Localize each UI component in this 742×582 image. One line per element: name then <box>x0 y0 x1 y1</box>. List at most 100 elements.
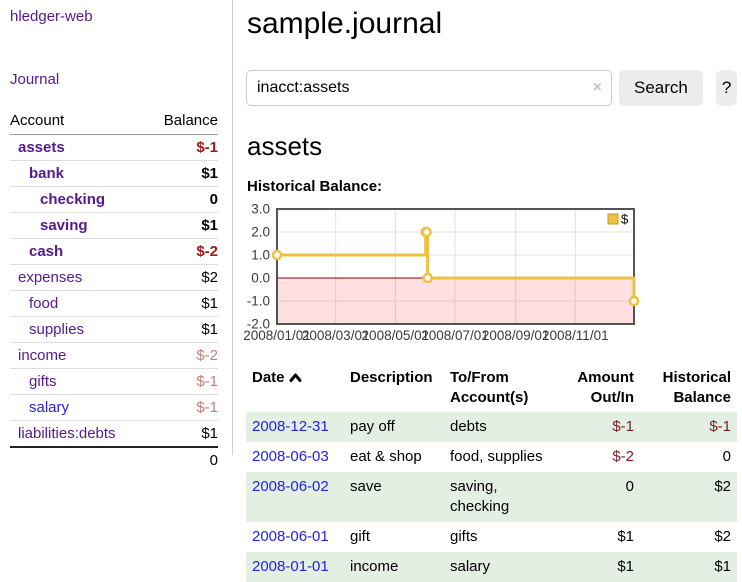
register-row: 2008-01-01 income salary $1 $1 <box>246 552 737 582</box>
search-input[interactable] <box>246 70 612 106</box>
register-date-link[interactable]: 2008-01-01 <box>252 558 329 575</box>
register-body: 2008-12-31 pay off debts $-1 $-1 2008-06… <box>246 412 737 582</box>
sidebar-account-link[interactable]: salary <box>29 399 70 416</box>
accounts-header-balance: Balance <box>163 112 218 129</box>
sidebar-account-link[interactable]: cash <box>29 243 64 260</box>
register-column-date[interactable]: Date <box>246 364 344 412</box>
svg-text:0.0: 0.0 <box>251 271 270 286</box>
svg-text:$: $ <box>621 212 629 227</box>
svg-text:3.0: 3.0 <box>251 202 270 217</box>
sidebar-account-row: expenses $2 <box>10 265 218 291</box>
register-balance: $1 <box>714 558 731 575</box>
register-amount: $1 <box>617 528 634 545</box>
sidebar-account-link[interactable]: assets <box>18 139 65 156</box>
register-description: income <box>350 558 399 575</box>
sidebar-account-row: checking 0 <box>10 187 218 213</box>
sidebar-account-link[interactable]: checking <box>40 191 106 208</box>
chevron-up-icon <box>289 373 302 382</box>
sidebar-account-link[interactable]: bank <box>29 165 65 182</box>
register-date-link[interactable]: 2008-12-31 <box>252 418 329 435</box>
accounts-total-row: 0 <box>10 448 218 473</box>
accounts-panel: Account Balance assets $-1 bank $1 check… <box>10 109 218 473</box>
register-column-accounts: To/From Account(s) <box>450 369 529 406</box>
sidebar-account-link[interactable]: supplies <box>29 321 85 338</box>
svg-text:2008/09/01: 2008/09/01 <box>482 328 550 343</box>
svg-text:2008/11/01: 2008/11/01 <box>542 328 609 343</box>
sidebar-account-row: food $1 <box>10 291 218 317</box>
register-row: 2008-06-02 save saving, checking 0 $2 <box>246 472 737 522</box>
page-title: sample.journal <box>247 7 443 40</box>
historical-balance-chart: $3.0 2.0 1.0 0.0 -1.0 -2.0 2008/01/01 2008/03/0… <box>243 202 737 349</box>
brand-link[interactable]: hledger-web <box>10 8 93 25</box>
sidebar-account-balance: $-2 <box>196 347 218 364</box>
sidebar-account-balance: $-1 <box>196 139 218 156</box>
register-balance: $2 <box>714 478 731 495</box>
sidebar-account-link[interactable]: gifts <box>29 373 57 390</box>
main-content: sample.journal × Search ? assets Histori… <box>233 0 742 582</box>
svg-text:2008/01/01: 2008/01/01 <box>243 328 311 343</box>
sidebar-account-row: supplies $1 <box>10 317 218 343</box>
sidebar-account-row: income $-2 <box>10 343 218 369</box>
register-balance: 0 <box>722 448 731 465</box>
search-box: × <box>246 70 612 106</box>
register-amount: $-1 <box>612 418 634 435</box>
search-bar: × Search ? <box>246 70 738 106</box>
sidebar-account-balance: $1 <box>201 321 218 338</box>
sidebar-account-balance: $1 <box>201 165 218 182</box>
sidebar-account-link[interactable]: saving <box>40 217 88 234</box>
balance-chart-svg: $3.0 2.0 1.0 0.0 -1.0 -2.02008/01/012008/03/0… <box>243 202 640 343</box>
sidebar: hledger-web Journal Account Balance asse… <box>0 0 233 469</box>
sidebar-account-balance: $-1 <box>196 399 218 416</box>
nav-journal-link[interactable]: Journal <box>10 71 60 88</box>
help-button[interactable]: ? <box>715 70 738 106</box>
register-date-link[interactable]: 2008-06-02 <box>252 478 329 495</box>
register-amount: 0 <box>625 478 634 495</box>
register-column-amount: Amount Out/In <box>577 369 634 406</box>
sidebar-account-row: cash $-2 <box>10 239 218 265</box>
svg-text:-1.0: -1.0 <box>247 294 270 309</box>
register-description: gift <box>350 528 371 545</box>
sidebar-account-balance: $1 <box>201 295 218 312</box>
clear-search-icon[interactable]: × <box>592 79 602 96</box>
sidebar-account-link[interactable]: expenses <box>18 269 83 286</box>
register-accounts: gifts <box>450 528 478 545</box>
sidebar-account-balance: $-2 <box>196 243 218 260</box>
register-amount: $-2 <box>612 448 634 465</box>
sidebar-account-row: salary $-1 <box>10 395 218 421</box>
chart-title: Historical Balance: <box>247 178 383 195</box>
svg-text:2008/07/01: 2008/07/01 <box>421 328 489 343</box>
sidebar-account-row: saving $1 <box>10 213 218 239</box>
sidebar-account-link[interactable]: income <box>18 347 67 364</box>
register-column-description: Description <box>350 369 433 386</box>
register-balance: $2 <box>714 528 731 545</box>
accounts-list: assets $-1 bank $1 checking 0 saving $1 … <box>10 135 218 448</box>
register-accounts: salary <box>450 558 491 575</box>
sidebar-account-balance: $1 <box>201 217 218 234</box>
sidebar-account-row: assets $-1 <box>10 135 218 161</box>
register-accounts: saving, checking <box>450 478 510 515</box>
svg-text:2.0: 2.0 <box>251 225 270 240</box>
sidebar-account-row: gifts $-1 <box>10 369 218 395</box>
sidebar-account-link[interactable]: liabilities:debts <box>18 425 116 442</box>
sidebar-account-balance: $-1 <box>196 373 218 390</box>
search-button[interactable]: Search <box>619 70 703 106</box>
register-description: pay off <box>350 418 395 435</box>
register-column-balance: Historical Balance <box>662 369 731 406</box>
register-amount: $1 <box>617 558 634 575</box>
sidebar-account-balance: $2 <box>201 269 218 286</box>
svg-text:2008/03/01: 2008/03/01 <box>302 328 370 343</box>
register-date-link[interactable]: 2008-06-01 <box>252 528 329 545</box>
register-accounts: debts <box>450 418 487 435</box>
register-header-row: Date Description To/From Account(s) Amou… <box>246 364 737 412</box>
sidebar-account-balance: $1 <box>201 425 218 442</box>
accounts-header-account: Account <box>10 112 65 129</box>
svg-text:-2.0: -2.0 <box>247 317 270 332</box>
accounts-header: Account Balance <box>10 109 218 135</box>
sidebar-account-balance: 0 <box>209 191 218 208</box>
svg-text:1.0: 1.0 <box>251 248 270 263</box>
svg-text:2008/05/01: 2008/05/01 <box>362 328 430 343</box>
sidebar-account-link[interactable]: food <box>29 295 59 312</box>
register-date-link[interactable]: 2008-06-03 <box>252 448 329 465</box>
register-description: eat & shop <box>350 448 422 465</box>
sidebar-account-row: liabilities:debts $1 <box>10 421 218 448</box>
